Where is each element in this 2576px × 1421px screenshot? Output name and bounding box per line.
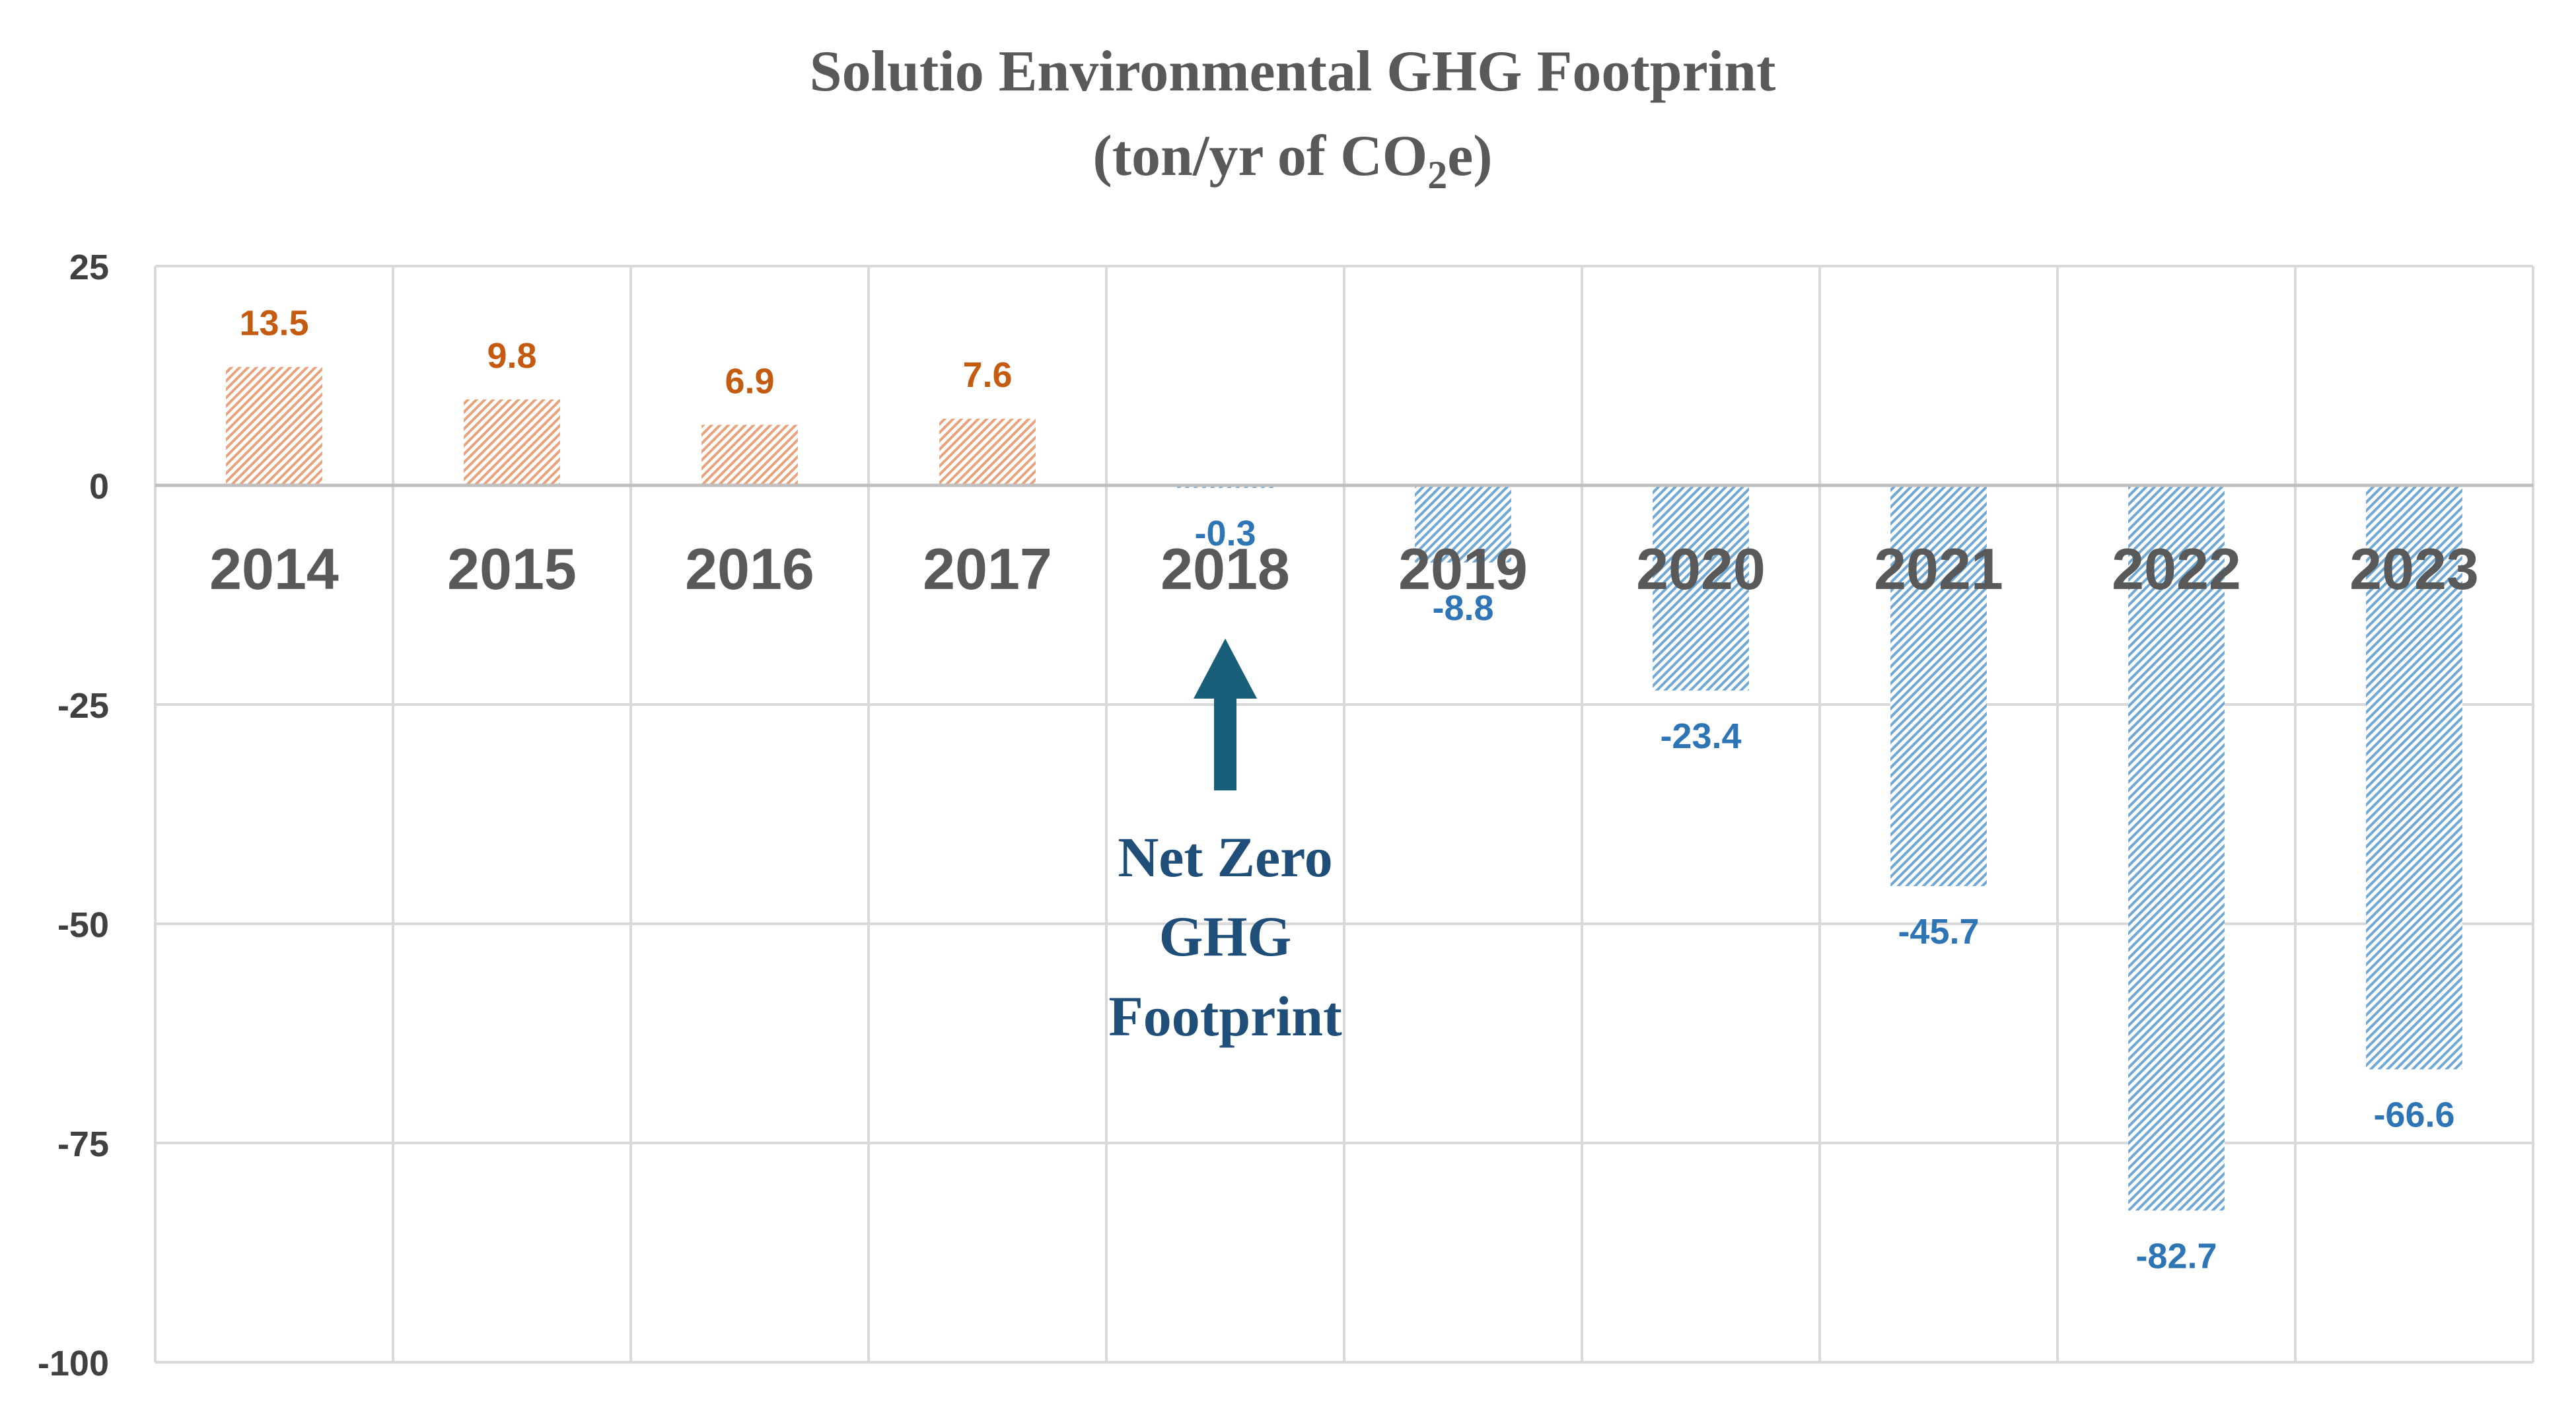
data-label-2020: -23.4 (1660, 716, 1741, 756)
category-label-2015: 2015 (447, 536, 577, 602)
chart-subtitle-suffix: e) (1447, 124, 1492, 188)
annotation-line-1: Net Zero (1118, 825, 1333, 889)
data-label-2017: 7.6 (962, 355, 1012, 395)
y-tick-label: -75 (57, 1125, 109, 1164)
y-tick-label: -100 (38, 1344, 109, 1383)
y-tick-label: -25 (57, 686, 109, 726)
y-tick-label: -50 (57, 905, 109, 945)
chart-subtitle: (ton/yr of CO2e) (1092, 124, 1492, 197)
category-labels: 2014 2015 2016 2017 2018 2019 2020 2021 2022 2023 (209, 536, 2479, 602)
bar-2019 (1415, 485, 1511, 563)
category-label-2020: 2020 (1636, 536, 1766, 602)
y-tick-label: 0 (89, 467, 109, 506)
bar-2017 (939, 419, 1036, 485)
data-labels: 13.5 9.8 6.9 7.6 -0.3 -8.8 -23.4 -45.7 -82.7 -66.… (239, 304, 2454, 1276)
net-zero-annotation: Net Zero GHG Footprint (1108, 639, 1342, 1048)
data-label-2023: -66.6 (2373, 1095, 2454, 1134)
bar-2014 (226, 366, 322, 485)
data-label-2021: -45.7 (1898, 912, 1979, 952)
chart-subtitle-prefix: (ton/yr of CO (1092, 124, 1427, 188)
category-label-2022: 2022 (2112, 536, 2241, 602)
data-label-2014: 13.5 (239, 304, 308, 343)
bar-2016 (701, 425, 798, 485)
bars (226, 366, 2462, 1211)
bar-2022 (2128, 485, 2225, 1211)
category-label-2019: 2019 (1398, 536, 1528, 602)
annotation-line-3: Footprint (1108, 985, 1342, 1048)
bar-2015 (464, 399, 560, 485)
data-label-2016: 6.9 (725, 361, 774, 401)
category-label-2016: 2016 (685, 536, 814, 602)
bar-2023 (2366, 485, 2462, 1070)
y-tick-label: 25 (69, 248, 109, 287)
y-axis-ticks: 25 0 -25 -50 -75 -100 (38, 248, 109, 1383)
gridlines (154, 265, 2534, 1364)
data-label-2019: -8.8 (1432, 588, 1493, 628)
data-label-2018: -0.3 (1194, 514, 1256, 553)
bar-2021 (1890, 485, 1987, 886)
category-label-2023: 2023 (2349, 536, 2479, 602)
data-label-2015: 9.8 (487, 336, 536, 376)
chart-title: Solutio Environmental GHG Footprint (810, 40, 1776, 104)
category-label-2017: 2017 (923, 536, 1052, 602)
category-label-2018: 2018 (1161, 536, 1290, 602)
annotation-line-2: GHG (1159, 905, 1292, 968)
chart-subtitle-subscript: 2 (1427, 153, 1447, 197)
data-label-2022: -82.7 (2135, 1236, 2217, 1276)
category-label-2014: 2014 (209, 536, 339, 602)
bar-2020 (1653, 485, 1749, 691)
up-arrow-icon (1194, 639, 1257, 790)
category-label-2021: 2021 (1874, 536, 2003, 602)
